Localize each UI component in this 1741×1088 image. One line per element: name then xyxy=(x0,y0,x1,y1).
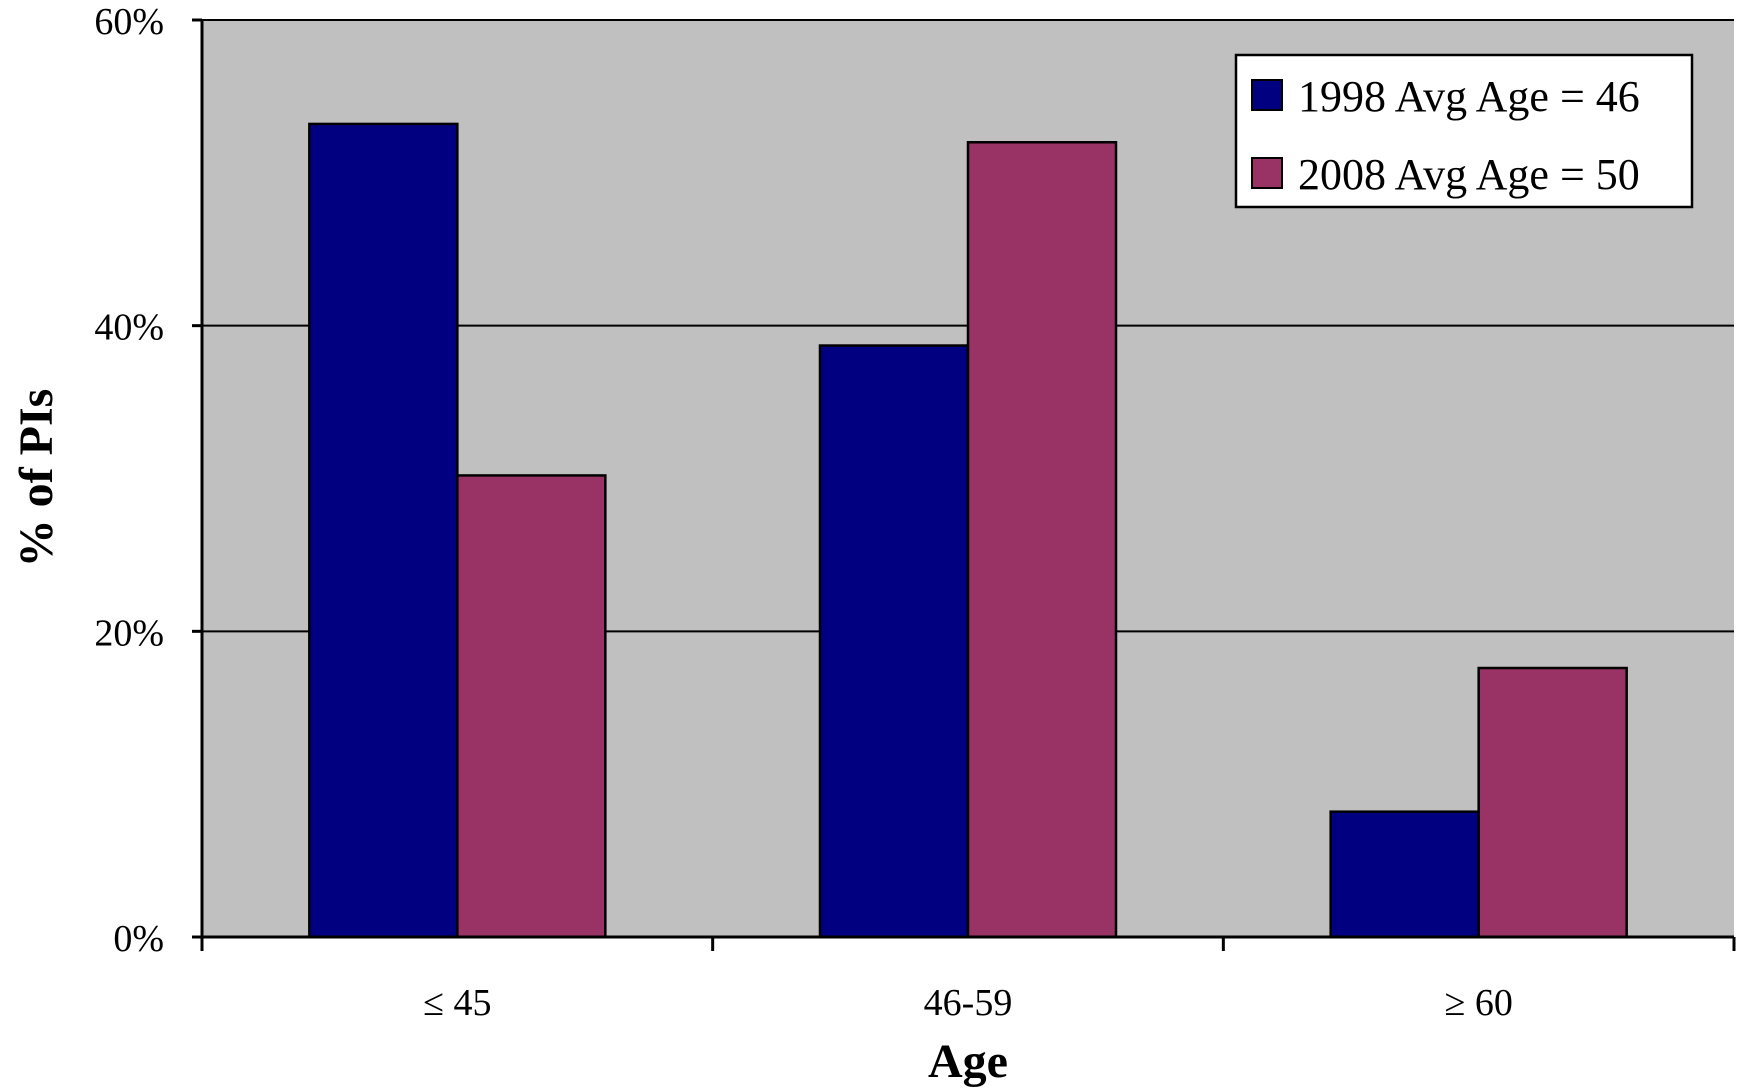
y-axis-title: % of PIs xyxy=(10,389,63,568)
legend-label-1998: 1998 Avg Age = 46 xyxy=(1298,72,1640,121)
bar xyxy=(1477,666,1628,939)
y-tick-label: 60% xyxy=(94,1,164,43)
y-tick-label: 20% xyxy=(94,612,164,654)
y-tick-label: 0% xyxy=(113,918,164,960)
x-tick-label: 46-59 xyxy=(924,982,1013,1024)
x-axis-ticks: ≤ 45 46-59 ≥ 60 xyxy=(200,937,1736,1024)
bar xyxy=(1329,810,1480,939)
x-tick-label: ≥ 60 xyxy=(1444,982,1512,1024)
legend-swatch-2008 xyxy=(1251,157,1283,189)
bar xyxy=(966,141,1118,939)
legend-swatch-1998 xyxy=(1251,79,1283,111)
x-axis-title: Age xyxy=(928,1035,1008,1088)
bar xyxy=(308,122,459,939)
y-tick-label: 40% xyxy=(94,307,164,349)
legend: 1998 Avg Age = 46 2008 Avg Age = 50 xyxy=(1234,53,1694,209)
bar xyxy=(818,344,970,939)
legend-label-2008: 2008 Avg Age = 50 xyxy=(1298,150,1640,199)
bars xyxy=(308,122,1628,939)
legend-box xyxy=(1234,53,1694,209)
x-tick-label: ≤ 45 xyxy=(423,982,491,1024)
bar xyxy=(456,474,607,939)
y-axis-ticks: 0% 20% 40% 60% xyxy=(94,1,202,960)
